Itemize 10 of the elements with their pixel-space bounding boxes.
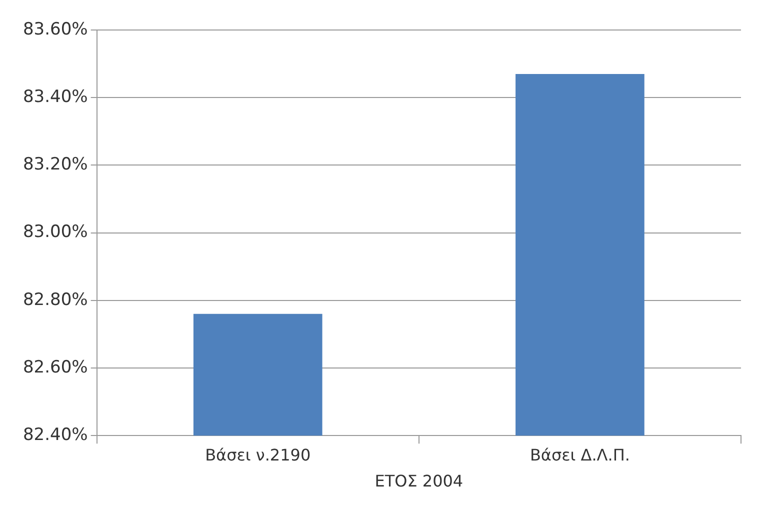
y-tick-label: 82.80%: [22, 290, 88, 310]
x-axis-title: ΕΤΟΣ 2004: [374, 472, 464, 491]
x-tick-label: Βάσει ν.2190: [205, 445, 311, 464]
x-tick-label: Βάσει Δ.Λ.Π.: [530, 445, 630, 464]
y-tick-label: 83.40%: [22, 87, 88, 108]
y-tick-label: 83.60%: [22, 19, 88, 40]
y-tick-label: 83.20%: [22, 154, 88, 175]
y-tick-label: 83.00%: [22, 222, 88, 242]
y-tick-label: 82.60%: [22, 357, 88, 378]
y-tick-label: 82.40%: [22, 425, 88, 446]
